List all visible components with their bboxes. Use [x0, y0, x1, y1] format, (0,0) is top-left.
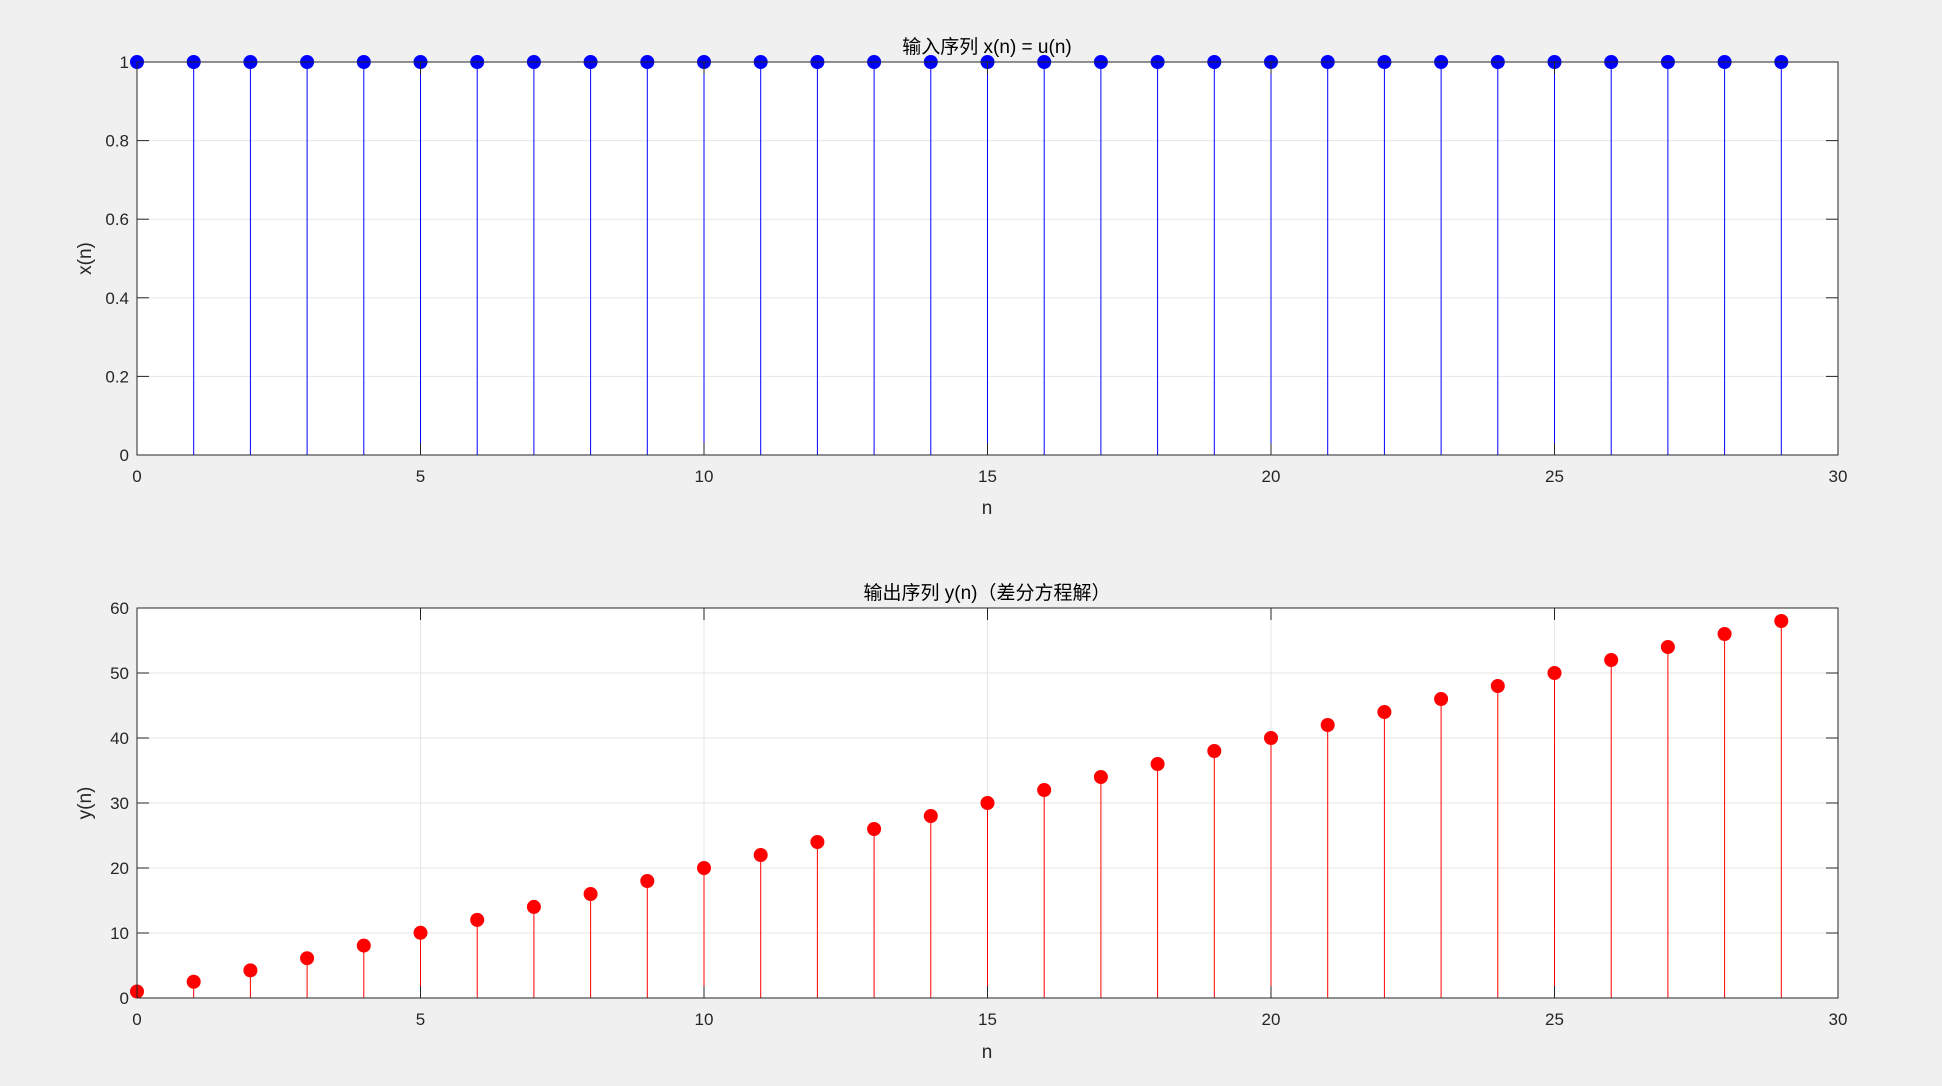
y-tick-label: 50: [110, 664, 129, 683]
y-tick-label: 40: [110, 729, 129, 748]
y-tick-label: 30: [110, 794, 129, 813]
y-tick-label: 1: [120, 53, 129, 72]
x-tick-label: 20: [1262, 467, 1281, 486]
stem-marker: [470, 912, 485, 927]
chart-title: 输入序列 x(n) = u(n): [902, 36, 1071, 58]
stem-marker: [243, 963, 258, 978]
y-tick-label: 20: [110, 859, 129, 878]
stem-marker: [1774, 614, 1789, 628]
y-axis-label: x(n): [75, 242, 96, 275]
y-tick-label: 0: [120, 989, 129, 1008]
y-tick-label: 10: [110, 924, 129, 943]
y-tick-label: 0.8: [105, 132, 129, 151]
stem-marker: [356, 938, 371, 953]
stem-marker: [923, 809, 938, 823]
stem-marker: [867, 822, 882, 836]
y-tick-labels: 0 0.2 0.4 0.6 0.8 1: [105, 53, 129, 465]
stem-marker: [753, 848, 768, 862]
y-tick-label: 60: [110, 599, 129, 618]
x-tick-label: 5: [416, 467, 425, 486]
output-sequence-axes: 0 5 10 15 20 25 30 0 10 20 30 40 50 60 输出序列 y(n)（差分方…: [75, 582, 1847, 1063]
y-tick-label: 0.6: [105, 210, 129, 229]
stem-marker: [1434, 692, 1449, 706]
stem-marker: [697, 861, 711, 875]
stem-marker: [583, 887, 598, 901]
stem-marker: [526, 899, 541, 914]
y-tick-label: 0.4: [105, 289, 129, 308]
stem-markers: [130, 614, 1789, 999]
stem-marker: [1207, 744, 1222, 758]
x-tick-label: 10: [695, 467, 714, 486]
stem-marker: [1264, 731, 1278, 745]
x-tick-label: 0: [132, 1010, 141, 1029]
y-tick-label: 0: [120, 446, 129, 465]
stem-marker: [980, 796, 995, 810]
stem-marker: [1490, 679, 1505, 693]
x-tick-labels: 0 5 10 15 20 25 30: [132, 467, 1847, 486]
stem-marker: [1150, 757, 1165, 771]
stem-marker: [413, 925, 428, 940]
x-axis-label: n: [982, 1042, 993, 1063]
x-tick-label: 0: [132, 467, 141, 486]
x-tick-label: 25: [1545, 467, 1564, 486]
x-axis-label: n: [982, 498, 993, 519]
chart-title: 输出序列 y(n)（差分方程解）: [863, 582, 1110, 604]
stem-marker: [1547, 666, 1562, 680]
tick-marks: [136, 607, 1839, 999]
stem-marker: [300, 951, 315, 966]
tick-marks: [136, 61, 1839, 456]
input-sequence-axes: 0 5 10 15 20 25 30 0 0.2 0.4 0.6 0.8 1 输入序列 x(n) = …: [75, 36, 1847, 519]
stem-marker: [186, 974, 201, 989]
stem-marker: [1093, 770, 1108, 784]
x-tick-label: 15: [978, 1010, 997, 1029]
x-tick-label: 15: [978, 467, 997, 486]
x-tick-labels: 0 5 10 15 20 25 30: [132, 1010, 1847, 1029]
y-tick-labels: 0 10 20 30 40 50 60: [110, 599, 129, 1008]
x-tick-label: 30: [1829, 467, 1848, 486]
y-tick-label: 0.2: [105, 367, 129, 386]
x-tick-label: 20: [1262, 1010, 1281, 1029]
stem-marker: [810, 835, 825, 849]
x-tick-label: 5: [416, 1010, 425, 1029]
stem-marker: [1604, 653, 1619, 667]
stem-marker: [1037, 783, 1052, 797]
stem-marker: [1377, 705, 1392, 719]
x-tick-label: 25: [1545, 1010, 1564, 1029]
stem-marker: [1717, 627, 1732, 641]
stem-lines: [136, 62, 1782, 455]
stem-marker: [1320, 718, 1335, 732]
y-axis-label: y(n): [75, 787, 96, 820]
stem-marker: [1660, 640, 1675, 654]
stem-marker: [640, 874, 655, 888]
x-tick-label: 10: [695, 1010, 714, 1029]
x-tick-label: 30: [1829, 1010, 1848, 1029]
